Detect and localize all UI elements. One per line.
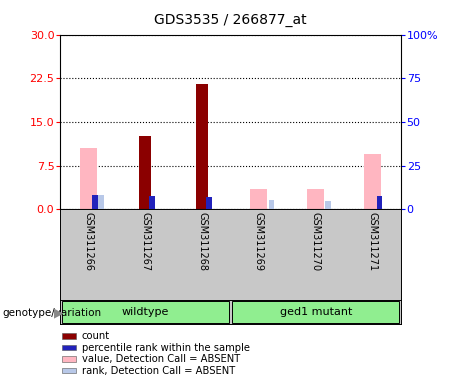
Text: ged1 mutant: ged1 mutant xyxy=(280,307,352,317)
Text: GSM311269: GSM311269 xyxy=(254,212,264,271)
Bar xyxy=(62,301,229,323)
Text: ▶: ▶ xyxy=(54,306,64,319)
Bar xyxy=(377,196,382,209)
Text: value, Detection Call = ABSENT: value, Detection Call = ABSENT xyxy=(82,354,240,364)
Text: genotype/variation: genotype/variation xyxy=(2,308,101,318)
Bar xyxy=(232,301,399,323)
Bar xyxy=(149,196,155,209)
Bar xyxy=(92,195,98,209)
Text: wildtype: wildtype xyxy=(122,307,169,317)
Text: GSM311267: GSM311267 xyxy=(140,212,150,271)
Text: rank, Detection Call = ABSENT: rank, Detection Call = ABSENT xyxy=(82,366,235,376)
Bar xyxy=(364,154,381,209)
Bar xyxy=(98,195,104,209)
Bar xyxy=(250,189,267,209)
Text: GSM311268: GSM311268 xyxy=(197,212,207,271)
Bar xyxy=(196,84,208,209)
Bar xyxy=(139,136,152,209)
Text: GDS3535 / 266877_at: GDS3535 / 266877_at xyxy=(154,13,307,27)
Bar xyxy=(269,200,274,209)
Bar xyxy=(307,189,324,209)
Text: GSM311266: GSM311266 xyxy=(83,212,94,271)
Text: percentile rank within the sample: percentile rank within the sample xyxy=(82,343,249,353)
Text: count: count xyxy=(82,331,110,341)
Bar xyxy=(325,200,331,209)
Text: GSM311270: GSM311270 xyxy=(311,212,321,271)
Text: GSM311271: GSM311271 xyxy=(367,212,378,271)
Bar xyxy=(80,148,97,209)
Bar xyxy=(206,197,212,209)
